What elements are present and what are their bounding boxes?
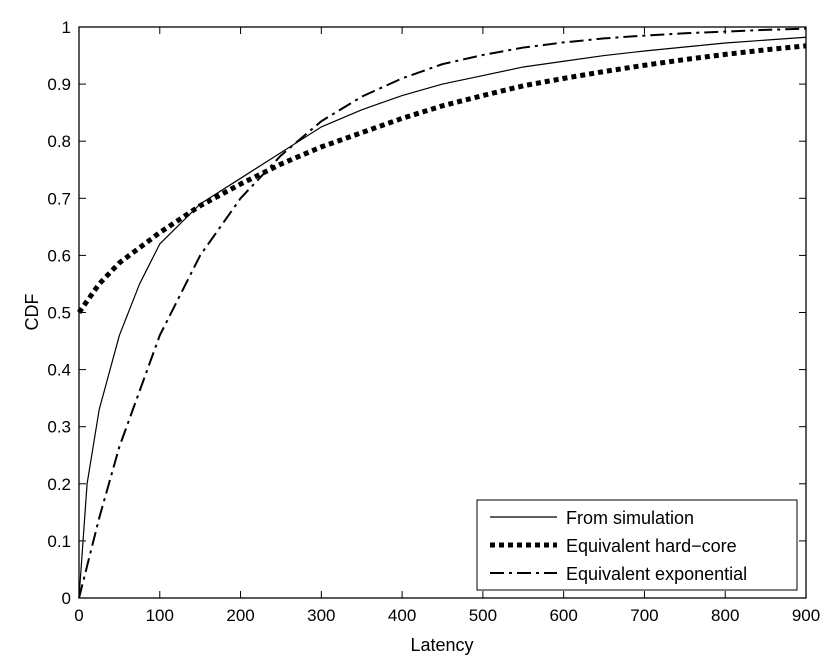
y-tick-label: 0.8 <box>47 132 71 151</box>
x-tick-label: 200 <box>226 606 254 625</box>
legend-label-1: Equivalent hard−core <box>566 536 737 556</box>
x-tick-label: 500 <box>469 606 497 625</box>
y-tick-label: 0.3 <box>47 418 71 437</box>
series-line-0 <box>78 36 807 599</box>
y-tick-label: 1 <box>62 18 71 37</box>
series-layer <box>76 27 807 599</box>
axes-layer: 0 100 200 300 400 500 600 700 800 900 0 0.1 0.2 0.3 0.… <box>47 18 820 625</box>
x-tick-label: 700 <box>630 606 658 625</box>
legend-label-0: From simulation <box>566 508 694 528</box>
y-tick-label: 0.7 <box>47 189 71 208</box>
y-tick-label: 0.1 <box>47 532 71 551</box>
x-tick-label: 300 <box>307 606 335 625</box>
x-tick-label: 800 <box>711 606 739 625</box>
x-tick-label: 600 <box>549 606 577 625</box>
series-line-2 <box>78 27 807 599</box>
y-tick-label: 0.2 <box>47 475 71 494</box>
y-tick-label: 0.6 <box>47 246 71 265</box>
x-tick-label: 400 <box>388 606 416 625</box>
legend-label-2: Equivalent exponential <box>566 564 747 584</box>
y-axis-title: CDF <box>22 294 42 331</box>
x-tick-label: 100 <box>146 606 174 625</box>
series-line-1 <box>76 43 807 314</box>
x-axis-title: Latency <box>410 635 473 655</box>
y-tick-label: 0.4 <box>47 361 71 380</box>
y-tick-label: 0.9 <box>47 75 71 94</box>
y-tick-label: 0 <box>62 589 71 608</box>
x-tick-label: 0 <box>74 606 83 625</box>
y-tick-label: 0.5 <box>47 304 71 323</box>
x-tick-label: 900 <box>792 606 820 625</box>
legend: From simulation Equivalent hard−core Equiv… <box>476 499 798 591</box>
legend-box <box>476 499 798 591</box>
